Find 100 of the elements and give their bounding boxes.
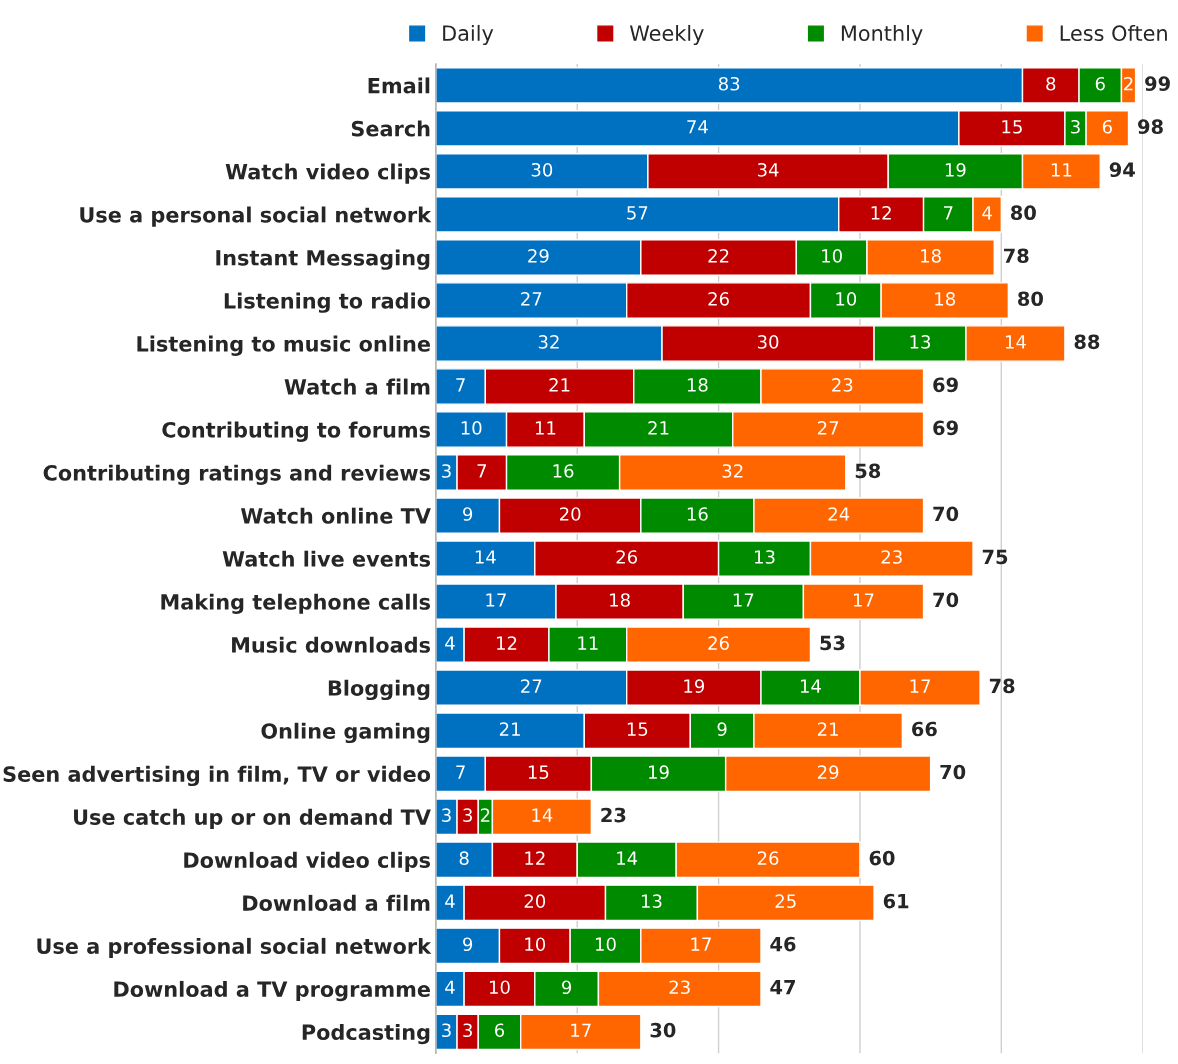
y-tick-label: Use catch up or on demand TV (74, 808, 431, 829)
data-label: 13 (641, 894, 662, 909)
data-label: 10 (489, 980, 510, 995)
data-label: 3 (463, 1023, 472, 1038)
y-tick-label: Blogging (328, 679, 430, 701)
data-label: 22 (708, 249, 729, 263)
total-label: 80 (1018, 291, 1043, 307)
data-label: 26 (757, 851, 779, 865)
y-tick-label: Watch live events (222, 550, 431, 567)
data-label: 8 (459, 851, 469, 865)
total-label: 70 (933, 592, 959, 608)
y-tick-label: Use a personal social network (80, 206, 432, 227)
y-tick-label: Listening to music online (137, 335, 430, 356)
total-label: 69 (933, 377, 958, 393)
y-tick-label: Seen advertising in film, TV or video (3, 765, 431, 787)
data-label: 10 (822, 249, 842, 263)
data-label: 4 (445, 636, 455, 650)
data-label: 57 (627, 206, 648, 220)
y-tick-label: Use a professional social network (37, 937, 432, 959)
total-label: 30 (650, 1022, 676, 1038)
data-label: 17 (571, 1023, 591, 1037)
data-label: 24 (828, 507, 850, 521)
data-label: 12 (497, 636, 517, 650)
total-label: 60 (869, 850, 895, 866)
data-label: 10 (595, 937, 616, 952)
data-label: 19 (945, 162, 966, 177)
data-label: 12 (871, 206, 891, 220)
data-label: 6 (494, 1023, 505, 1038)
data-label: 16 (553, 464, 574, 478)
total-label: 80 (1010, 205, 1036, 221)
data-label: 18 (935, 292, 956, 306)
data-label: 29 (817, 765, 839, 779)
data-label: 13 (755, 550, 775, 564)
total-label: 78 (1004, 248, 1029, 264)
total-label: 47 (770, 980, 795, 995)
data-label: 9 (463, 937, 473, 952)
legend-label: Daily (443, 24, 494, 46)
data-label: 21 (549, 378, 570, 392)
data-label: 23 (881, 550, 902, 564)
total-label: 61 (883, 893, 909, 909)
data-label: 27 (521, 679, 542, 693)
data-label: 17 (853, 593, 874, 607)
data-label: 10 (836, 292, 857, 306)
data-label: 6 (1095, 76, 1105, 91)
data-label: 27 (817, 421, 839, 435)
data-label: 17 (733, 593, 754, 607)
y-tick-label: Download a film (243, 894, 430, 911)
data-label: 4 (982, 206, 992, 220)
data-label: 7 (477, 464, 486, 478)
data-label: 21 (499, 722, 520, 736)
data-label: 18 (687, 378, 708, 392)
total-label: 66 (912, 721, 937, 737)
data-label: 14 (1005, 335, 1026, 349)
data-label: 7 (456, 378, 465, 392)
data-label: 26 (708, 636, 729, 650)
data-label: 83 (718, 76, 740, 91)
total-label: 69 (933, 420, 958, 436)
data-label: 34 (757, 162, 779, 177)
data-label: 17 (486, 593, 506, 607)
y-tick-label: Search (351, 120, 430, 137)
total-label: 99 (1145, 76, 1170, 91)
total-label: 70 (933, 506, 959, 522)
data-label: 14 (800, 679, 821, 693)
data-label: 3 (442, 464, 451, 478)
data-label: 74 (687, 120, 708, 134)
data-label: 29 (528, 249, 549, 263)
y-tick-label: Download a TV programme (114, 980, 430, 1002)
data-label: 17 (910, 679, 930, 693)
data-label: 18 (610, 593, 630, 607)
data-label: 7 (944, 206, 953, 220)
data-label: 15 (627, 722, 648, 736)
total-label: 94 (1109, 162, 1135, 178)
data-label: 13 (910, 335, 931, 349)
total-label: 46 (770, 936, 796, 952)
data-label: 23 (832, 378, 853, 392)
data-label: 2 (1124, 76, 1133, 91)
y-tick-label: Podcasting (302, 1023, 430, 1045)
legend-label: Less Often (1060, 24, 1167, 42)
data-label: 25 (775, 894, 796, 909)
y-tick-label: Watch online TV (240, 507, 431, 524)
y-tick-label: Instant Messaging (216, 249, 430, 270)
data-label: 26 (708, 292, 729, 306)
data-label: 3 (442, 1023, 451, 1038)
data-label: 11 (535, 421, 556, 435)
data-label: 10 (525, 937, 546, 952)
total-label: 53 (820, 635, 845, 651)
data-label: 3 (442, 808, 451, 822)
data-label: 19 (649, 765, 669, 779)
data-label: 19 (684, 679, 705, 693)
y-tick-label: Contributing ratings and reviews (43, 464, 431, 485)
data-label: 3 (1071, 119, 1080, 134)
data-label: 30 (531, 162, 553, 177)
data-label: 4 (445, 980, 455, 994)
data-label: 11 (1051, 163, 1072, 177)
data-label: 4 (445, 894, 455, 908)
data-label: 3 (463, 808, 472, 822)
data-label: 7 (456, 765, 465, 779)
y-tick-label: Listening to radio (224, 292, 431, 313)
y-tick-label: Online gaming (261, 722, 430, 744)
data-label: 10 (461, 421, 482, 435)
